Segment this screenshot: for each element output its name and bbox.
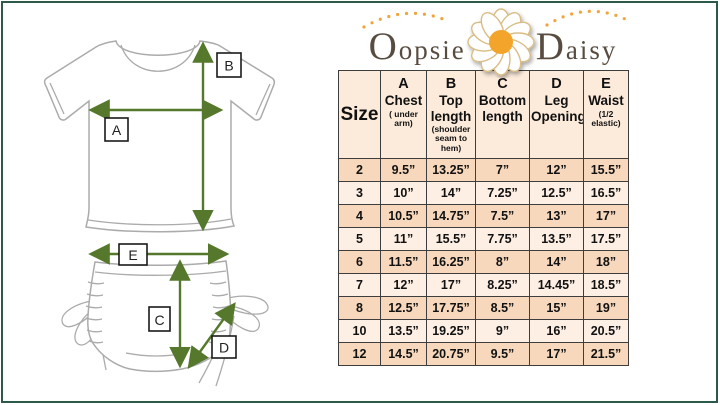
measurement-cell: 18” (583, 250, 629, 274)
size-chart-header-row: Size A Chest( under arm) B Top length (should… (338, 70, 629, 159)
column-header-top-length: B Top length (shoulder seam to hem) (426, 70, 476, 159)
measurement-arrows (88, 41, 236, 369)
column-header-chest: A Chest( under arm) (380, 70, 427, 159)
label-c: C (154, 312, 164, 328)
label-b: B (224, 58, 233, 74)
size-chart-body: 2 9.5” 13.25” 7” 12” 15.5” 3 10” 14” 7.25” 12.5” 16… (338, 158, 629, 366)
measurement-cell: 19” (583, 296, 629, 320)
measurement-cell: 7.75” (475, 227, 530, 251)
size-chart-table: Size A Chest( under arm) B Top length (should… (338, 70, 629, 366)
measurement-cell: 16.25” (426, 250, 476, 274)
measurement-cell: 14” (426, 181, 476, 205)
column-header-size: Size (338, 70, 381, 159)
column-header-bottom-length: C Bottom length (475, 70, 530, 159)
measurement-cell: 12” (529, 158, 584, 182)
size-row: 8 12.5” 17.75” 8.5” 15” 19” (338, 296, 629, 320)
measurement-cell: 21.5” (583, 342, 629, 366)
size-cell: 4 (338, 204, 381, 228)
measurement-cell: 20.5” (583, 319, 629, 343)
size-row: 4 10.5” 14.75” 7.5” 13” 17” (338, 204, 629, 228)
measurement-cell: 13” (529, 204, 584, 228)
measurement-cell: 7.5” (475, 204, 530, 228)
measurement-cell: 8.5” (475, 296, 530, 320)
measurement-cell: 13.25” (426, 158, 476, 182)
measurement-cell: 13.5” (380, 319, 427, 343)
measurement-cell: 14.5” (380, 342, 427, 366)
measurement-cell: 15.5” (426, 227, 476, 251)
measurement-cell: 16.5” (583, 181, 629, 205)
measurement-cell: 9.5” (475, 342, 530, 366)
measurement-cell: 12.5” (529, 181, 584, 205)
daisy-center (488, 30, 513, 54)
measurement-cell: 7” (475, 158, 530, 182)
measurement-cell: 17” (583, 204, 629, 228)
measurement-cell: 11.5” (380, 250, 427, 274)
size-cell: 12 (338, 342, 381, 366)
measurement-cell: 17.5” (583, 227, 629, 251)
measurement-cell: 17” (529, 342, 584, 366)
measurement-cell: 18.5” (583, 273, 629, 297)
measurement-cell: 7.25” (475, 181, 530, 205)
size-cell: 7 (338, 273, 381, 297)
measurement-cell: 9” (475, 319, 530, 343)
size-cell: 10 (338, 319, 381, 343)
measurement-cell: 8” (475, 250, 530, 274)
measurement-cell: 15.5” (583, 158, 629, 182)
label-e: E (128, 247, 137, 263)
size-cell: 6 (338, 250, 381, 274)
measurement-labels: A B E C D (104, 52, 242, 359)
measurement-cell: 14” (529, 250, 584, 274)
measurement-cell: 10.5” (380, 204, 427, 228)
measurement-cell: 20.75” (426, 342, 476, 366)
daisy-flower-icon (467, 8, 535, 76)
size-row: 12 14.5” 20.75” 9.5” 17” 21.5” (338, 342, 629, 366)
brand-logo: Oopsie (344, 5, 642, 76)
measurement-cell: 15” (529, 296, 584, 320)
measurement-cell: 17.75” (426, 296, 476, 320)
measurement-cell: 8.25” (475, 273, 530, 297)
column-header-waist: E Waist (1/2 elastic) (583, 70, 629, 159)
size-row: 5 11” 15.5” 7.75” 13.5” 17.5” (338, 227, 629, 251)
measurement-cell: 14.45” (529, 273, 584, 297)
size-cell: 2 (338, 158, 381, 182)
column-header-leg-opening: D Leg Opening (529, 70, 584, 159)
size-chart: Size A Chest( under arm) B Top length (should… (338, 70, 629, 366)
measurement-cell: 12.5” (380, 296, 427, 320)
logo-word-daisy: Daisy (535, 24, 618, 68)
measurement-cell: 14.75” (426, 204, 476, 228)
measurement-cell: 13.5” (529, 227, 584, 251)
label-d: D (219, 340, 229, 356)
measurement-cell: 9.5” (380, 158, 427, 182)
size-row: 2 9.5” 13.25” 7” 12” 15.5” (338, 158, 629, 182)
size-row: 3 10” 14” 7.25” 12.5” 16.5” (338, 181, 629, 205)
measurement-cell: 11” (380, 227, 427, 251)
measurement-cell: 16” (529, 319, 584, 343)
logo-word-oopsie: Oopsie (368, 24, 466, 68)
size-cell: 8 (338, 296, 381, 320)
measurement-cell: 19.25” (426, 319, 476, 343)
measurement-cell: 17” (426, 273, 476, 297)
size-row: 7 12” 17” 8.25” 14.45” 18.5” (338, 273, 629, 297)
size-row: 6 11.5” 16.25” 8” 14” 18” (338, 250, 629, 274)
size-cell: 3 (338, 181, 381, 205)
size-row: 10 13.5” 19.25” 9” 16” 20.5” (338, 319, 629, 343)
measurement-cell: 12” (380, 273, 427, 297)
label-a: A (112, 122, 122, 138)
measurement-diagram: A B E C D (43, 40, 276, 387)
tshirt-drawing (43, 40, 276, 233)
size-cell: 5 (338, 227, 381, 251)
measurement-cell: 10” (380, 181, 427, 205)
